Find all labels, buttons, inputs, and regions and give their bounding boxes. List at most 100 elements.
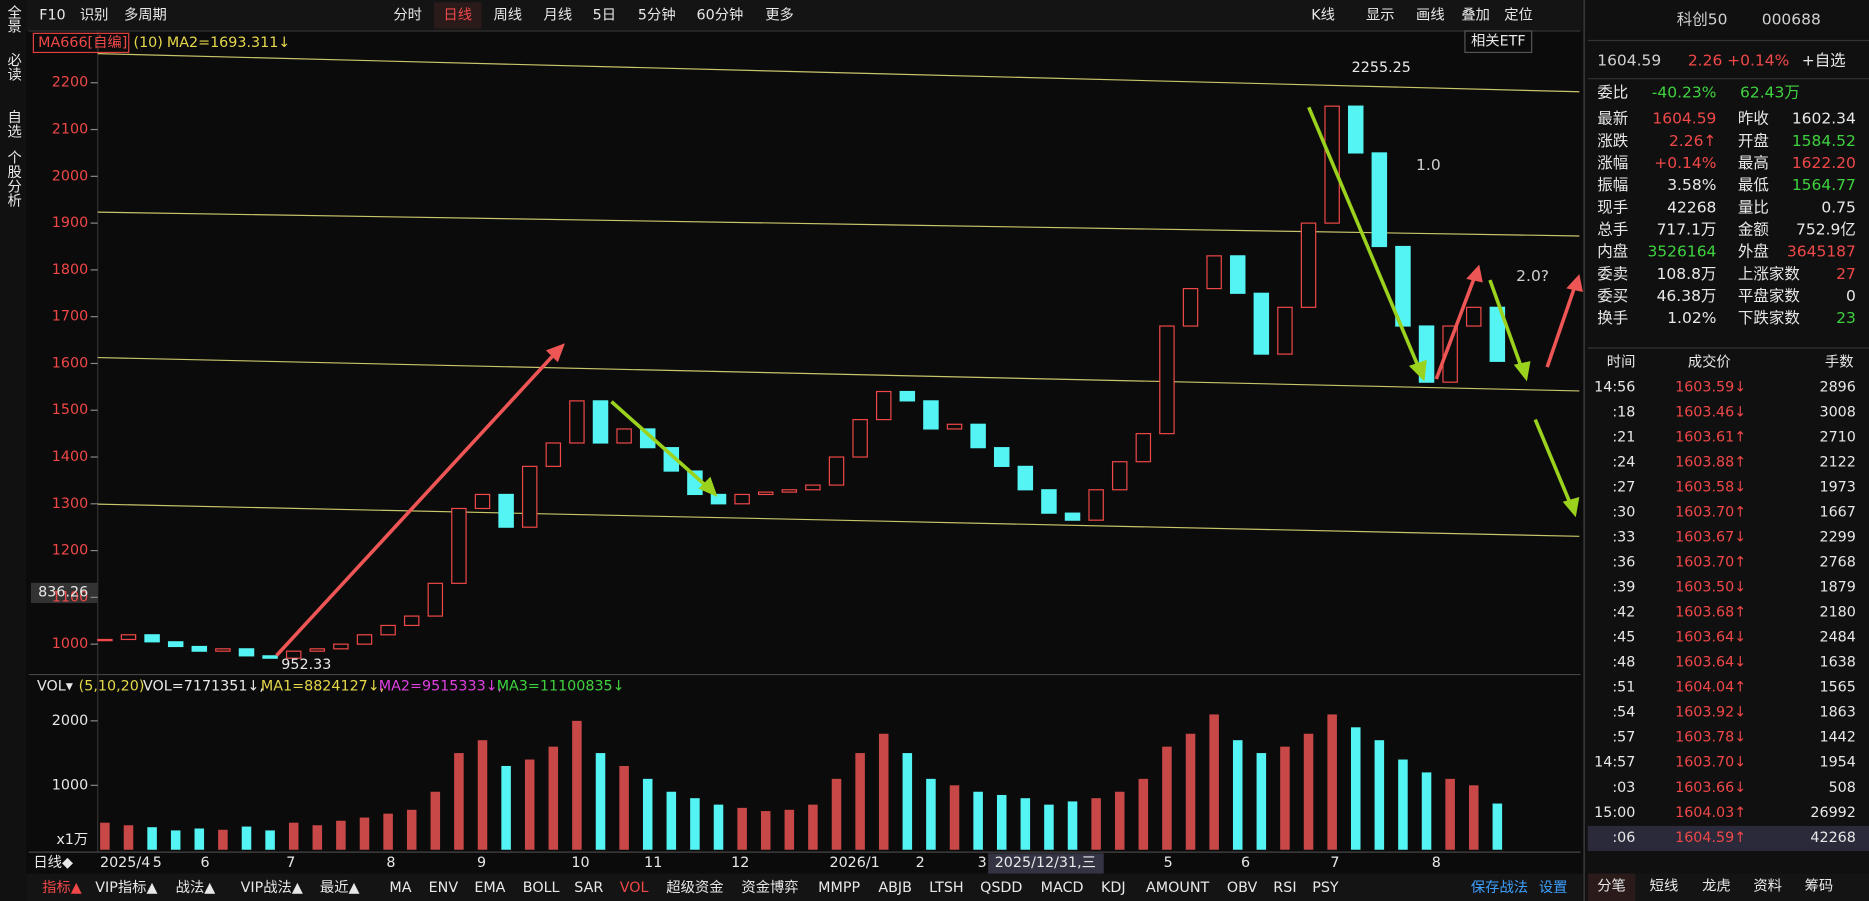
toolbar-item[interactable]: 叠加	[1461, 6, 1490, 23]
x-tick-label: 3	[978, 855, 987, 871]
arrow-head	[698, 476, 718, 497]
period-tab[interactable]: 5分钟	[638, 6, 676, 23]
sidebar-button[interactable]: 全景	[5, 3, 21, 33]
panel-tab[interactable]: 资料	[1753, 878, 1782, 895]
add-watchlist[interactable]: +自选	[1802, 51, 1846, 69]
indicator-tab[interactable]: RSI	[1273, 880, 1296, 896]
indicator-tab[interactable]: BOLL	[523, 880, 560, 896]
indicator-tab[interactable]: MMPP	[818, 880, 860, 896]
arrow	[1488, 279, 1524, 371]
indicator-tab[interactable]: KDJ	[1101, 880, 1126, 896]
volume-bar	[1067, 801, 1078, 850]
indicator-tab[interactable]: 资金博弈	[741, 879, 798, 896]
indicator-tab[interactable]: MA	[389, 880, 411, 896]
menu-tab[interactable]: VIP指标▲	[95, 879, 157, 896]
indicator-tab[interactable]: PSY	[1312, 880, 1339, 896]
toolbar-item[interactable]: 显示	[1366, 7, 1395, 23]
candle	[215, 648, 231, 652]
candle	[1229, 255, 1246, 294]
volume-bar	[477, 740, 488, 850]
ma-readout: MA2=1693.311↓	[167, 35, 290, 51]
indicator-tab[interactable]: LTSH	[929, 880, 964, 896]
volume-bar	[1091, 798, 1101, 850]
volume-bar	[147, 827, 157, 850]
period-label[interactable]: 日线◆	[33, 854, 73, 871]
arrow-head	[545, 343, 565, 363]
toolbar-item[interactable]: F10	[39, 7, 65, 23]
volume-bar	[1020, 798, 1031, 850]
tick-time: 14:57	[1594, 755, 1635, 771]
period-tab[interactable]: 周线	[493, 6, 522, 23]
etf-button[interactable]: 相关ETF	[1471, 33, 1526, 50]
settings-button[interactable]: 设置	[1539, 879, 1568, 896]
volume-bar	[1445, 778, 1455, 850]
sidebar-button[interactable]: 必读	[5, 52, 21, 81]
period-tab[interactable]: 更多	[765, 6, 794, 23]
menu-tab[interactable]: 最近▲	[320, 879, 360, 896]
candle	[1135, 433, 1152, 463]
indicator-tab[interactable]: AMOUNT	[1146, 880, 1210, 896]
panel-tab[interactable]: 分笔	[1597, 878, 1626, 895]
x-tick-label: 9	[477, 855, 486, 871]
bottom-tabbar	[26, 873, 1583, 901]
candle	[403, 615, 420, 627]
volume-bar	[288, 822, 299, 850]
y-tick-label: 1500	[52, 402, 88, 418]
index-code: 000688	[1762, 11, 1821, 29]
save-button[interactable]: 保存战法	[1471, 879, 1528, 896]
candle	[616, 428, 632, 444]
volume-name[interactable]: VOL▾	[37, 678, 74, 694]
panel-tab[interactable]: 筹码	[1805, 878, 1834, 895]
indicator-tab[interactable]: 超级资金	[666, 879, 723, 896]
quote-value: 46.38万	[1657, 287, 1717, 305]
indicator-name[interactable]: MA666[自编]	[38, 34, 127, 51]
volume-bar	[760, 811, 771, 850]
period-tab[interactable]: 日线	[443, 6, 472, 23]
period-tab[interactable]: 分时	[393, 6, 422, 23]
indicator-tab[interactable]: QSDD	[980, 880, 1022, 896]
volume-bar	[312, 825, 323, 850]
candle	[1371, 152, 1388, 248]
indicator-tab[interactable]: ENV	[429, 880, 459, 896]
toolbar-item[interactable]: K线	[1311, 6, 1335, 23]
volume-bar	[572, 720, 582, 850]
panel-tab[interactable]: 龙虎	[1702, 878, 1731, 895]
volume-bar	[855, 753, 865, 850]
sidebar-button[interactable]: 自选	[5, 109, 21, 139]
indicator-box[interactable]	[32, 32, 130, 54]
arrow	[1434, 273, 1478, 380]
toolbar-item[interactable]: 画线	[1416, 6, 1445, 23]
tick-time: :18	[1612, 404, 1635, 420]
volume-bar	[642, 778, 653, 850]
right-panel	[1582, 0, 1869, 901]
etf-button[interactable]	[1464, 30, 1533, 54]
tick-price: 1603.64↓	[1675, 630, 1746, 646]
toolbar-item[interactable]: 多周期	[124, 6, 167, 23]
indicator-tab[interactable]: OBV	[1227, 880, 1258, 896]
tick-time: :30	[1612, 504, 1635, 520]
candle	[569, 400, 585, 444]
change-pct: +0.14%	[1727, 51, 1789, 69]
panel-tab[interactable]: 短线	[1650, 878, 1679, 895]
menu-tab[interactable]: 指标▲	[42, 879, 82, 896]
period-tab[interactable]: 60分钟	[697, 6, 744, 23]
indicator-tab[interactable]: EMA	[474, 880, 505, 896]
sidebar-button[interactable]: 个股分析	[5, 150, 21, 208]
toolbar-item[interactable]: 识别	[80, 6, 109, 23]
menu-tab[interactable]: 战法▲	[176, 879, 216, 896]
x-tick-label: 7	[286, 855, 295, 871]
indicator-tab[interactable]: ABJB	[878, 880, 912, 896]
x-tick-label: 8	[386, 855, 395, 871]
period-tab[interactable]: 月线	[544, 6, 573, 23]
indicator-tab[interactable]: SAR	[574, 880, 603, 896]
indicator-tab[interactable]: MACD	[1041, 880, 1084, 896]
tick-price: 1603.61↑	[1675, 429, 1746, 445]
indicator-tab[interactable]: VOL	[620, 880, 649, 896]
period-tab[interactable]: 5日	[593, 7, 616, 23]
tick-time: :54	[1612, 705, 1635, 721]
toolbar-item[interactable]: 定位	[1504, 6, 1533, 23]
menu-tab[interactable]: VIP战法▲	[241, 879, 303, 896]
tick-price: 1604.03↑	[1675, 805, 1746, 821]
candle	[852, 418, 868, 458]
